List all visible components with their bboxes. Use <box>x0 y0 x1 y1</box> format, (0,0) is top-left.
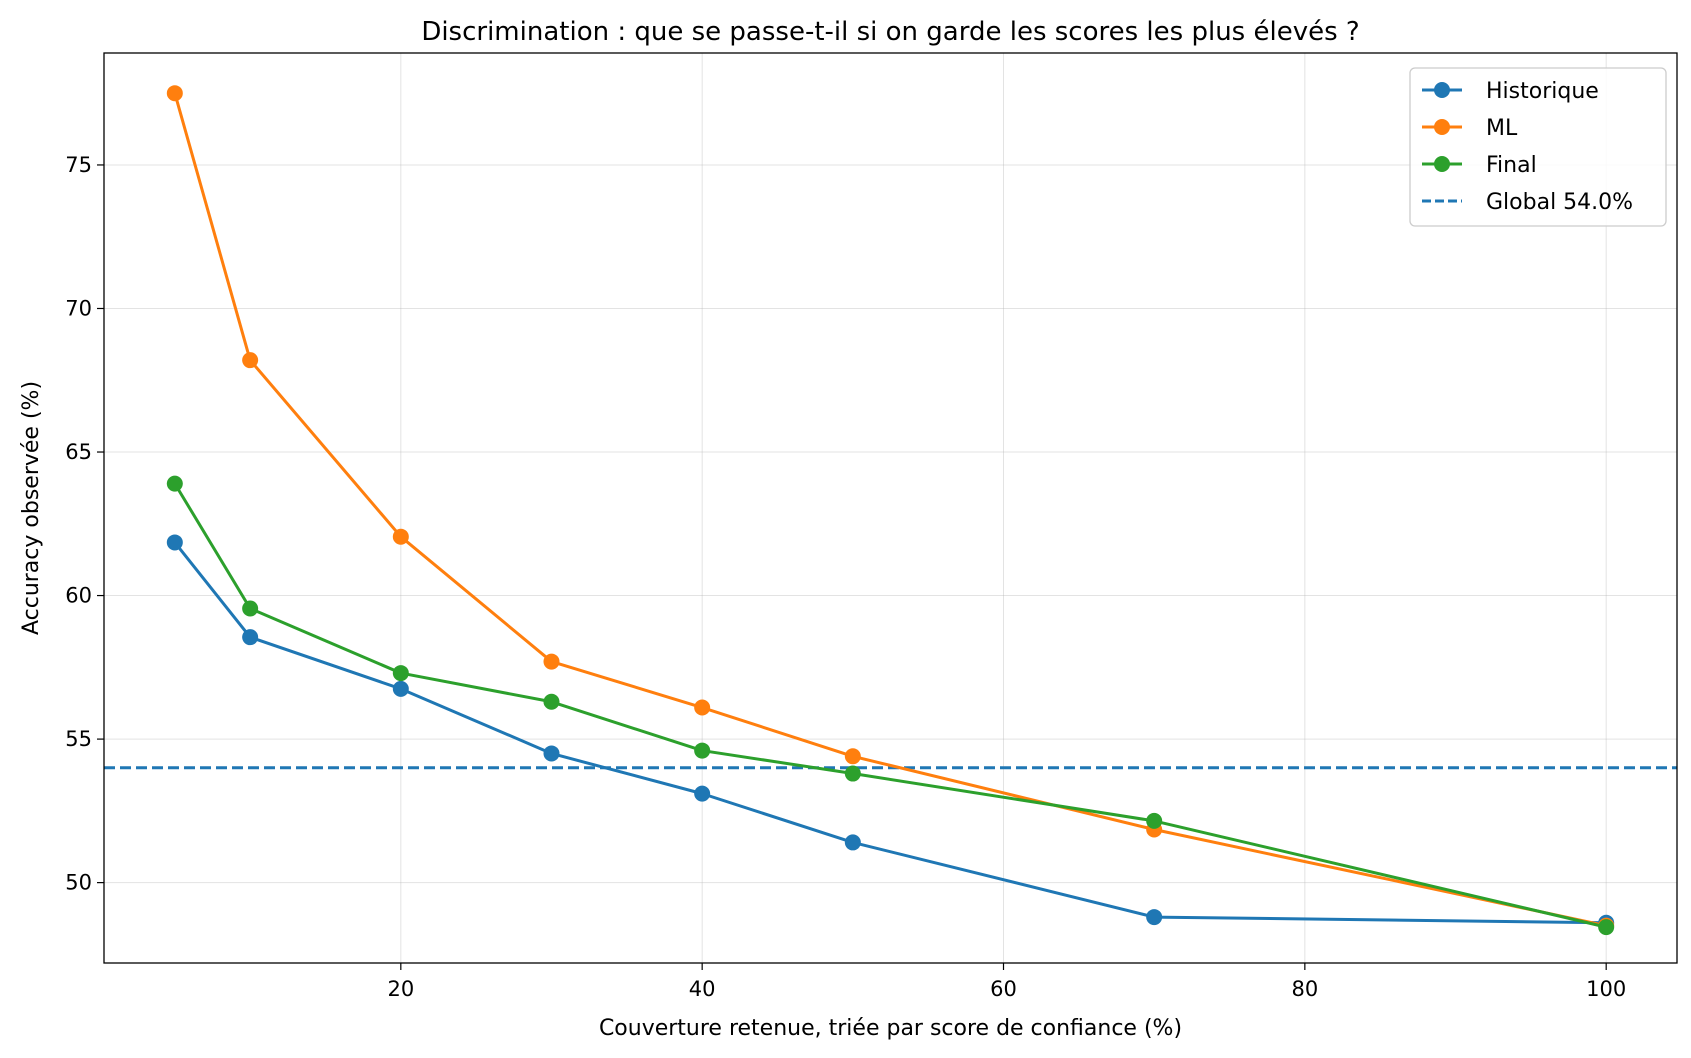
data-point-ml <box>844 748 861 765</box>
data-point-historique <box>166 534 183 551</box>
legend-marker-ml <box>1434 119 1450 135</box>
series-group <box>166 85 1615 936</box>
series-line-final <box>173 482 1607 929</box>
legend-marker-historique <box>1434 82 1450 98</box>
legend-marker-final <box>1434 156 1450 172</box>
data-point-ml <box>694 699 711 716</box>
y-tick-label: 65 <box>65 440 92 464</box>
y-tick-label: 70 <box>65 296 92 320</box>
data-point-ml <box>166 85 183 102</box>
series-final <box>166 475 1615 936</box>
legend: Historique ML Final Global 54.0% <box>1409 67 1667 227</box>
y-axis-label: Accuracy observée (%) <box>19 381 44 635</box>
data-point-final <box>844 765 861 782</box>
data-point-final <box>1598 919 1615 936</box>
x-tick-label: 20 <box>387 977 414 1001</box>
series-line-historique <box>173 541 1607 925</box>
legend-label-ml: ML <box>1486 116 1518 141</box>
series-line-ml <box>173 92 1607 928</box>
data-point-final <box>1146 812 1163 829</box>
data-point-final <box>166 475 183 492</box>
data-point-final <box>694 742 711 759</box>
y-tick-label: 75 <box>65 153 92 177</box>
data-point-ml <box>392 528 409 545</box>
data-point-ml <box>543 653 560 670</box>
data-point-historique <box>392 680 409 697</box>
data-point-final <box>242 600 259 617</box>
chart-title: Discrimination : que se passe-t-il si on… <box>421 17 1359 47</box>
legend-label-global: Global 54.0% <box>1486 190 1633 215</box>
plot-frame <box>103 52 1678 964</box>
y-tick-label: 50 <box>65 871 92 895</box>
x-tick-label: 80 <box>1291 977 1318 1001</box>
legend-label-final: Final <box>1486 153 1537 178</box>
data-point-final <box>392 665 409 682</box>
data-point-ml <box>242 352 259 369</box>
data-point-historique <box>242 629 259 646</box>
x-axis-label: Couverture retenue, triée par score de c… <box>599 1016 1182 1041</box>
x-axis-ticks: 20 40 60 80 100 <box>387 963 1626 1001</box>
data-point-historique <box>844 834 861 851</box>
legend-box <box>1409 67 1667 227</box>
data-point-historique <box>543 745 560 762</box>
legend-label-historique: Historique <box>1486 79 1599 104</box>
x-tick-label: 40 <box>689 977 716 1001</box>
data-point-final <box>543 693 560 710</box>
y-axis-ticks: 50 55 60 65 70 75 <box>65 153 104 895</box>
y-tick-label: 55 <box>65 727 92 751</box>
y-tick-label: 60 <box>65 584 92 608</box>
x-tick-label: 60 <box>990 977 1017 1001</box>
x-tick-label: 100 <box>1586 977 1626 1001</box>
data-point-historique <box>694 785 711 802</box>
data-point-historique <box>1146 909 1163 926</box>
